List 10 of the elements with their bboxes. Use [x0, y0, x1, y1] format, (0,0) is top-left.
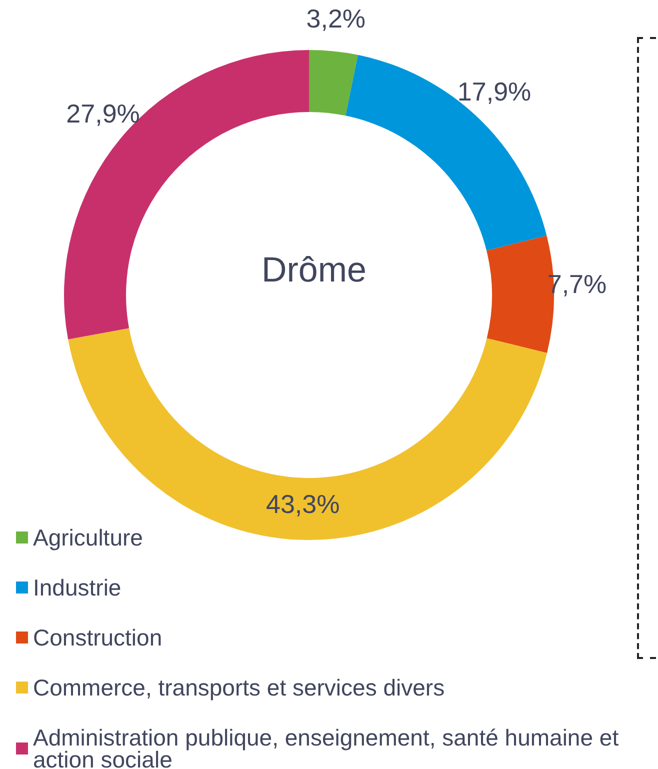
text: Drôme: [261, 250, 367, 290]
data-label: 3,2%: [306, 3, 366, 34]
data-label: 17,9%: [457, 76, 532, 106]
legend-label: Industrie: [33, 574, 122, 600]
legend-label: Commerce, transports et services divers: [33, 674, 445, 700]
legend-label: Agriculture: [33, 524, 143, 550]
legend-label: Administration publique, enseignement, santé humaine et action sociale: [33, 724, 625, 769]
data-label: 27,9%: [66, 98, 140, 129]
data-label: 43,3%: [266, 488, 340, 519]
legend-label: Construction: [33, 624, 162, 650]
